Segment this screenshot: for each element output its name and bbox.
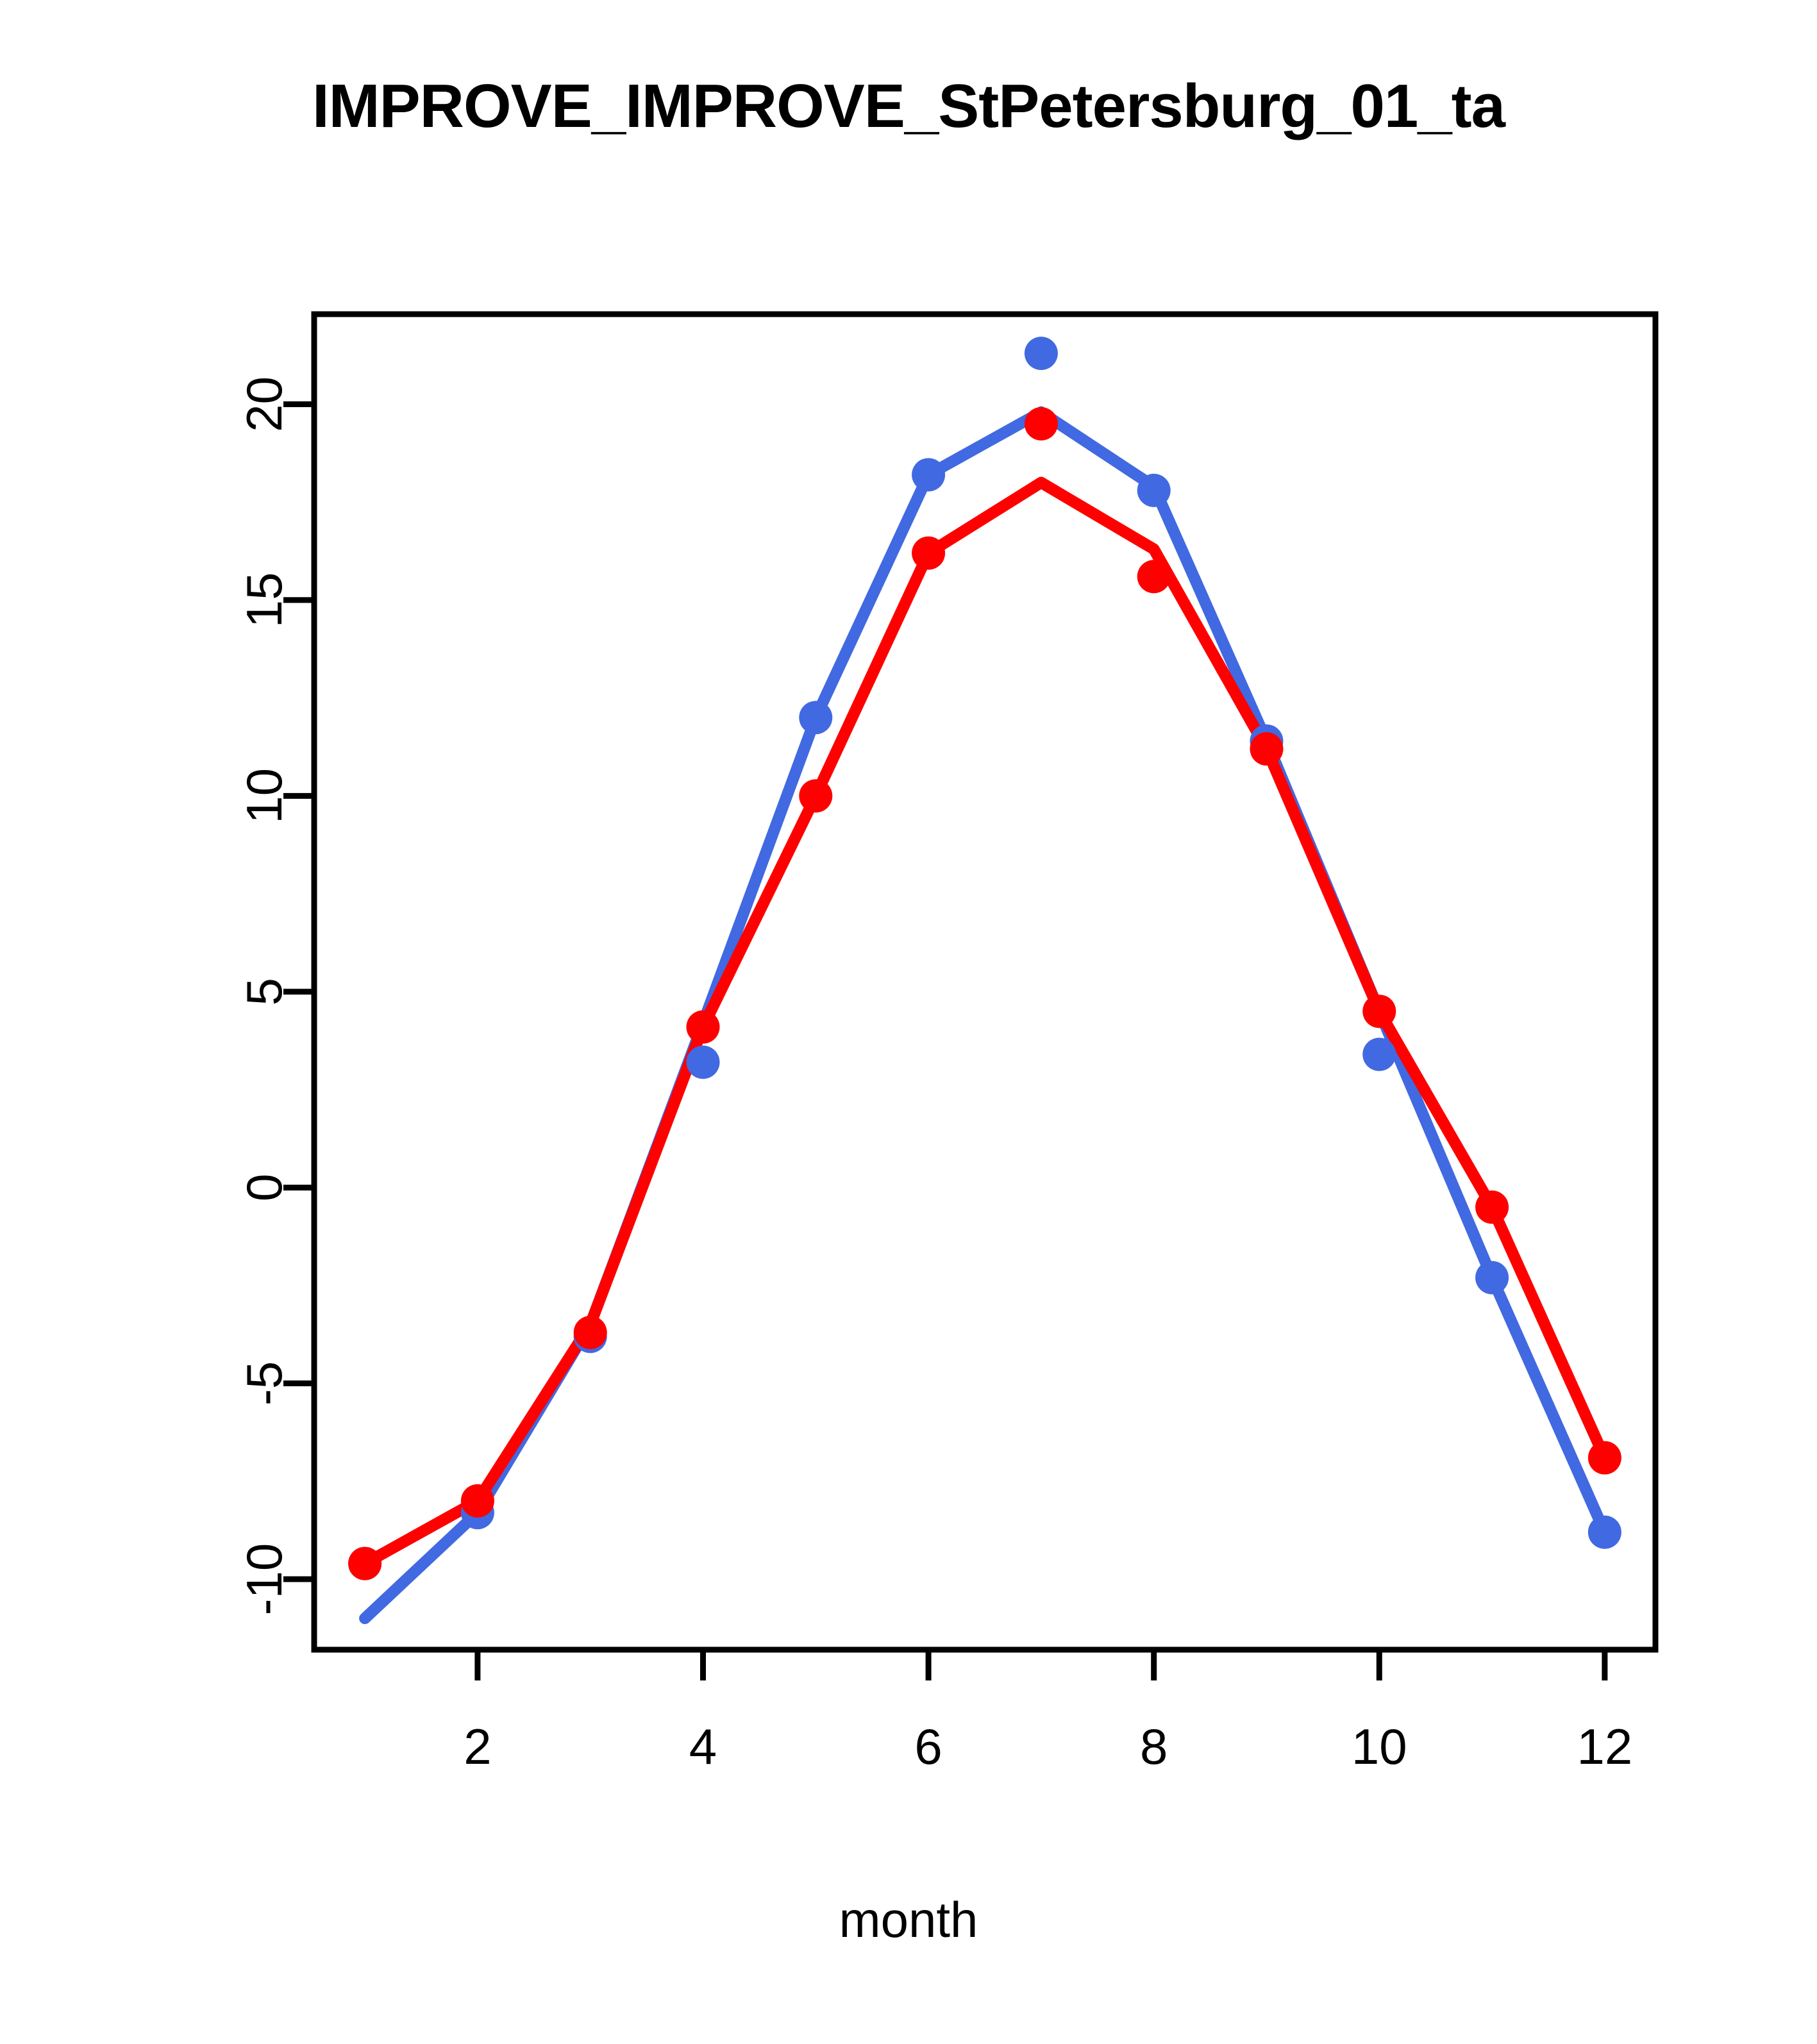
y-axis-tick-label: 20 [236, 376, 292, 432]
data-point-red-series [686, 1010, 720, 1044]
x-axis-tick-label: 2 [464, 1718, 491, 1775]
data-point-red-series [460, 1484, 494, 1518]
page-title: IMPROVE_IMPROVE_StPetersburg_01_ta [312, 72, 1505, 140]
plot-border [311, 311, 1659, 1653]
data-point-blue-series [686, 1045, 720, 1079]
data-point-blue-series [912, 458, 946, 492]
y-axis: -10 -5 0 5 10 15 20 [236, 376, 314, 1615]
x-axis: 2 4 6 8 10 12 [464, 1650, 1632, 1775]
x-axis-tick-label: 10 [1352, 1718, 1407, 1775]
y-axis-tick-label: -10 [236, 1543, 292, 1616]
data-point-red-series [912, 536, 946, 570]
x-axis-tick-label: 8 [1140, 1718, 1168, 1775]
data-point-red-series [1024, 407, 1058, 441]
y-axis-tick-label: 5 [236, 978, 292, 1005]
y-axis-tick-label: -5 [236, 1361, 292, 1405]
series-line-blue-series [359, 406, 1611, 1625]
data-series-group [348, 337, 1621, 1625]
x-axis-label: month [839, 1891, 978, 1948]
data-point-blue-series [1587, 1515, 1621, 1549]
data-point-blue-series [1024, 337, 1058, 371]
data-point-red-series [799, 779, 833, 813]
data-point-red-series [1362, 994, 1396, 1028]
data-point-red-series [1587, 1441, 1621, 1475]
data-point-red-series [573, 1316, 607, 1350]
y-axis-tick-label: 0 [236, 1174, 292, 1202]
series-line-red-series [359, 476, 1611, 1570]
x-axis-tick-label: 4 [689, 1718, 717, 1775]
data-point-blue-series [799, 701, 833, 735]
data-point-blue-series [1137, 473, 1171, 507]
data-point-red-series [1250, 732, 1284, 766]
x-axis-tick-label: 6 [914, 1718, 942, 1775]
data-point-red-series [1475, 1190, 1509, 1224]
data-point-red-series [348, 1546, 382, 1580]
x-axis-tick-label: 12 [1577, 1718, 1633, 1775]
data-point-red-series [1137, 560, 1171, 594]
data-point-blue-series [1362, 1037, 1396, 1071]
y-axis-tick-label: 15 [236, 573, 292, 628]
y-axis-tick-label: 10 [236, 768, 292, 824]
data-point-blue-series [1475, 1261, 1509, 1294]
